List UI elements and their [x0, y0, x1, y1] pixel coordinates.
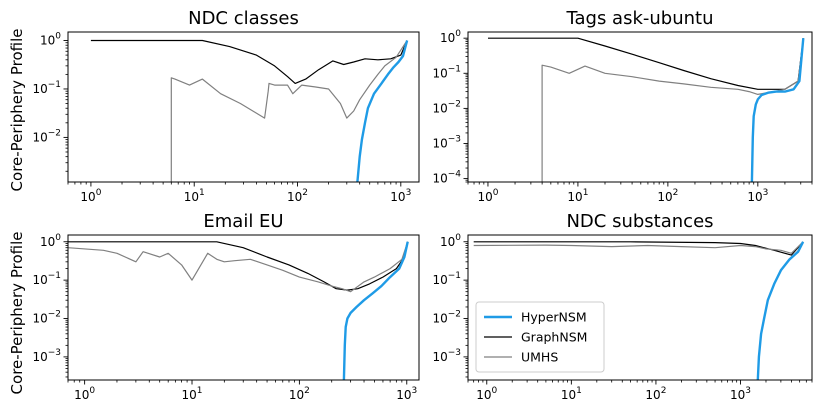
y-tick-label: 100 — [440, 29, 461, 45]
panel-title: NDC classes — [188, 8, 299, 29]
panel-title: Tags ask-ubuntu — [565, 8, 713, 29]
x-tick-label: 100 — [476, 386, 497, 402]
panel-tags-ask-ubuntu: Tags ask-ubuntu 100 101 102 103 10−4 10−3 10−2 1… — [432, 8, 813, 204]
axes-frame — [467, 31, 813, 183]
series-umhs — [541, 38, 804, 182]
series-hypernsm — [356, 40, 409, 182]
series-umhs — [68, 241, 409, 293]
y-tick-label: 10−1 — [32, 271, 61, 287]
series-umhs — [473, 241, 804, 254]
legend-label-graphnsm: GraphNSM — [521, 330, 587, 345]
y-tick-label: 10−4 — [432, 170, 461, 186]
legend-label-hypernsm: HyperNSM — [521, 310, 587, 325]
y-tick-label: 100 — [440, 233, 461, 249]
x-tick-label: 102 — [657, 188, 678, 204]
series-graphnsm — [68, 241, 409, 291]
x-tick-label: 101 — [184, 188, 205, 204]
y-tick-label: 10−3 — [32, 348, 61, 364]
panel-ndc-classes: NDC classes 100 101 102 103 10−2 10−1 100 — [32, 8, 420, 204]
x-tick-label: 101 — [567, 188, 588, 204]
series-graphnsm — [473, 241, 804, 256]
legend-label-umhs: UMHS — [521, 350, 558, 365]
x-tick-label: 100 — [477, 188, 498, 204]
series-hypernsm — [750, 38, 805, 182]
y-tick-label: 100 — [40, 32, 61, 48]
y-tick-label: 10−1 — [432, 64, 461, 80]
axes-frame — [467, 234, 813, 381]
axes-frame — [67, 31, 420, 183]
x-tick-label: 100 — [80, 188, 101, 204]
y-tick-label: 10−1 — [432, 271, 461, 287]
y-tick-label: 10−2 — [432, 99, 461, 115]
x-tick-label: 103 — [390, 188, 411, 204]
panel-title: NDC substances — [566, 211, 713, 232]
y-tick-label: 10−3 — [432, 134, 461, 150]
series-umhs — [170, 40, 408, 182]
x-tick-label: 103 — [396, 386, 417, 402]
x-tick-label: 101 — [182, 386, 203, 402]
series-graphnsm — [90, 39, 408, 85]
series-hypernsm — [342, 241, 409, 380]
y-tick-label: 10−2 — [432, 310, 461, 326]
panel-ndc-substances: NDC substances 100 101 102 103 10−3 10−2 10−1 10… — [432, 211, 813, 402]
panel-title: Email EU — [203, 211, 283, 232]
x-tick-label: 100 — [74, 386, 95, 402]
x-tick-label: 103 — [730, 386, 751, 402]
y-tick-label: 10−1 — [32, 80, 61, 96]
x-tick-label: 103 — [747, 188, 768, 204]
series-hypernsm — [756, 241, 805, 380]
x-tick-label: 102 — [645, 386, 666, 402]
legend-box — [475, 301, 605, 373]
series-group — [90, 39, 409, 182]
x-tick-label: 102 — [289, 386, 310, 402]
y-tick-label: 10−3 — [432, 348, 461, 364]
x-tick-label: 101 — [561, 386, 582, 402]
y-tick-label: 10−2 — [32, 128, 61, 144]
y-tick-label: 10−2 — [32, 310, 61, 326]
axes-frame — [67, 234, 420, 381]
series-group — [488, 37, 805, 182]
series-graphnsm — [488, 37, 804, 90]
x-tick-label: 102 — [287, 188, 308, 204]
series-group — [473, 241, 805, 380]
y-axis-label-top: Core-Periphery Profile — [8, 29, 26, 192]
series-group — [68, 241, 409, 380]
panel-email-eu: Email EU 100 101 102 103 10−3 10−2 10−1 100 — [32, 211, 420, 402]
legend: HyperNSM GraphNSM UMHS — [475, 301, 605, 373]
y-tick-label: 100 — [40, 233, 61, 249]
y-axis-label-bottom: Core-Periphery Profile — [8, 232, 26, 395]
